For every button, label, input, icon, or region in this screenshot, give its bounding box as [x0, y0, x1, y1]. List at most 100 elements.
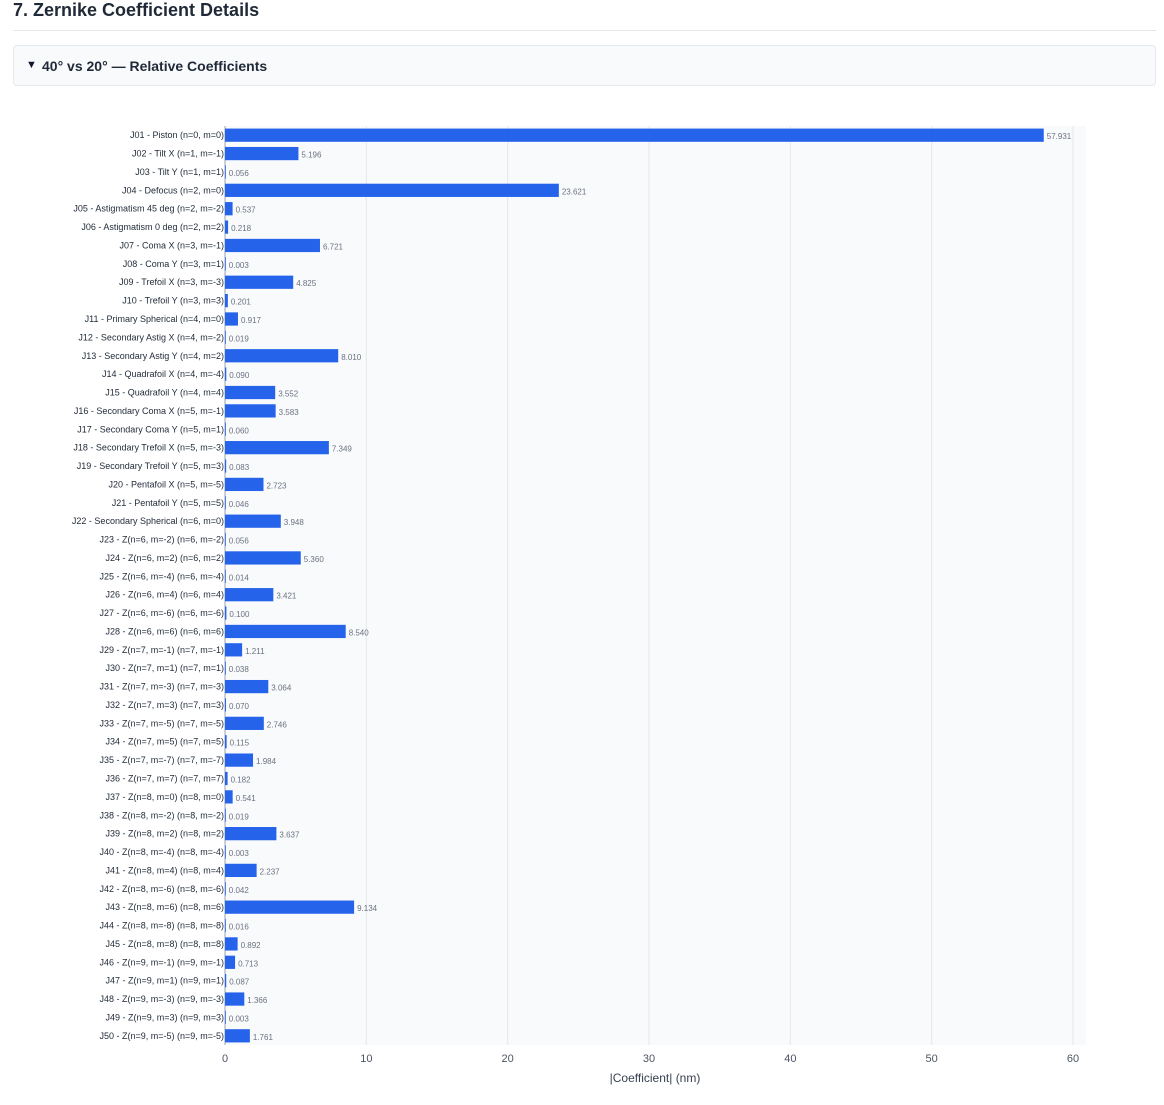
bar [225, 974, 227, 988]
bar [225, 937, 238, 951]
bar-value-label: 3.583 [279, 408, 300, 417]
bar-value-label: 0.019 [229, 334, 250, 343]
bar-value-label: 1.761 [253, 1033, 274, 1042]
y-tick-label: J49 - Z(n=9, m=3) (n=9, m=3) [105, 1012, 224, 1022]
bar [225, 496, 226, 510]
bar [225, 477, 264, 492]
bar [225, 790, 233, 804]
bar-value-label: 3.637 [279, 831, 300, 840]
bar-value-label: 0.042 [229, 886, 250, 895]
bar [225, 900, 355, 914]
y-tick-label: J39 - Z(n=8, m=2) (n=8, m=2) [105, 829, 224, 839]
y-tick-label: J12 - Secondary Astig X (n=4, m=-2) [78, 332, 224, 342]
bar [225, 624, 346, 639]
y-tick-label: J14 - Quadrafoil X (n=4, m=-4) [102, 369, 224, 379]
y-tick-label: J43 - Z(n=8, m=6) (n=8, m=6) [105, 902, 224, 912]
y-tick-label: J41 - Z(n=8, m=4) (n=8, m=4) [105, 865, 224, 875]
y-tick-label: J33 - Z(n=7, m=-5) (n=7, m=-5) [99, 718, 224, 728]
bar-value-label: 1.984 [256, 757, 277, 766]
bar [225, 385, 276, 400]
y-tick-label: J16 - Secondary Coma X (n=5, m=-1) [74, 406, 224, 416]
x-tick-label: 50 [926, 1053, 938, 1065]
bar [225, 404, 276, 418]
bar-value-label: 0.070 [229, 702, 250, 711]
bar [225, 238, 320, 253]
bar [225, 551, 301, 565]
y-tick-label: J45 - Z(n=8, m=8) (n=8, m=8) [105, 939, 224, 949]
y-tick-label: J44 - Z(n=8, m=-8) (n=8, m=-8) [99, 921, 224, 931]
bar-value-label: 0.003 [229, 261, 250, 270]
bar [225, 220, 229, 234]
y-tick-label: J15 - Quadrafoil Y (n=4, m=4) [105, 388, 224, 398]
y-tick-label: J37 - Z(n=8, m=0) (n=8, m=0) [105, 792, 224, 802]
y-tick-label: J03 - Tilt Y (n=1, m=1) [135, 167, 224, 177]
y-tick-label: J31 - Z(n=7, m=-3) (n=7, m=-3) [99, 682, 224, 692]
bar-value-label: 2.723 [266, 481, 287, 490]
y-tick-label: J10 - Trefoil Y (n=3, m=3) [122, 296, 224, 306]
bar [225, 422, 226, 436]
bar-value-label: 0.537 [236, 206, 257, 215]
bar-value-label: 0.541 [236, 794, 257, 803]
bar [225, 275, 294, 289]
bar [225, 459, 227, 473]
y-tick-label: J18 - Secondary Trefoil X (n=5, m=-3) [73, 443, 224, 453]
bar [225, 312, 238, 326]
y-tick-label: J01 - Piston (n=0, m=0) [130, 130, 224, 140]
y-tick-label: J29 - Z(n=7, m=-1) (n=7, m=-1) [99, 645, 224, 655]
bar [225, 992, 245, 1006]
bar-value-label: 0.014 [229, 573, 250, 582]
bar-value-label: 4.825 [296, 279, 317, 288]
bar-value-label: 0.100 [229, 610, 250, 619]
y-tick-label: J13 - Secondary Astig Y (n=4, m=2) [82, 351, 224, 361]
y-tick-label: J22 - Secondary Spherical (n=6, m=0) [72, 516, 224, 526]
bar-value-label: 0.087 [229, 978, 250, 987]
bar-value-label: 0.038 [229, 665, 250, 674]
y-tick-label: J38 - Z(n=8, m=-2) (n=8, m=-2) [99, 810, 224, 820]
bar [225, 698, 226, 712]
bar-value-label: 3.552 [278, 390, 299, 399]
bar-value-label: 0.218 [231, 224, 252, 233]
y-tick-label: J06 - Astigmatism 0 deg (n=2, m=2) [81, 222, 224, 232]
bar [225, 716, 264, 730]
bar [225, 183, 559, 197]
bar-value-label: 5.360 [304, 555, 325, 564]
y-tick-label: J09 - Trefoil X (n=3, m=-3) [119, 277, 224, 287]
bar-value-label: 1.211 [245, 647, 265, 656]
bar [225, 588, 274, 602]
x-tick-label: 10 [360, 1053, 372, 1065]
bar-value-label: 1.366 [247, 996, 268, 1005]
bar [225, 661, 226, 675]
y-tick-label: J20 - Pentafoil X (n=5, m=-5) [108, 479, 224, 489]
bar-value-label: 0.016 [229, 923, 250, 932]
relative-coefficients-toggle[interactable]: ▼ 40° vs 20° — Relative Coefficients [13, 45, 1156, 86]
y-tick-label: J05 - Astigmatism 45 deg (n=2, m=-2) [73, 204, 224, 214]
x-axis-title: |Coefficient| (nm) [610, 1071, 701, 1085]
bar [225, 753, 254, 767]
bar-value-label: 0.090 [229, 371, 250, 380]
bar-value-label: 57.931 [1047, 132, 1072, 141]
bar-value-label: 0.046 [229, 500, 250, 509]
bar [225, 165, 226, 179]
plot-background [225, 126, 1086, 1045]
bar-value-label: 0.060 [229, 426, 250, 435]
x-tick-label: 30 [643, 1053, 655, 1065]
bar [225, 349, 339, 363]
y-tick-label: J34 - Z(n=7, m=5) (n=7, m=5) [105, 737, 224, 747]
bar-value-label: 0.201 [231, 298, 252, 307]
y-tick-label: J21 - Pentafoil Y (n=5, m=5) [112, 498, 224, 508]
bar [225, 202, 233, 216]
y-tick-label: J46 - Z(n=9, m=-1) (n=9, m=-1) [99, 957, 224, 967]
y-tick-label: J35 - Z(n=7, m=-7) (n=7, m=-7) [99, 755, 224, 765]
bar-value-label: 0.713 [238, 959, 259, 968]
bar-value-label: 0.019 [229, 812, 250, 821]
bar-value-label: 2.746 [267, 720, 288, 729]
bar [225, 514, 281, 528]
y-tick-label: J04 - Defocus (n=2, m=0) [122, 185, 224, 195]
bar-value-label: 0.892 [241, 941, 262, 950]
bar-value-label: 0.917 [241, 316, 262, 325]
bar-value-label: 3.421 [276, 592, 297, 601]
title-divider [13, 30, 1156, 31]
bar [225, 330, 226, 344]
bar [225, 918, 226, 933]
bar-value-label: 8.010 [341, 353, 362, 362]
